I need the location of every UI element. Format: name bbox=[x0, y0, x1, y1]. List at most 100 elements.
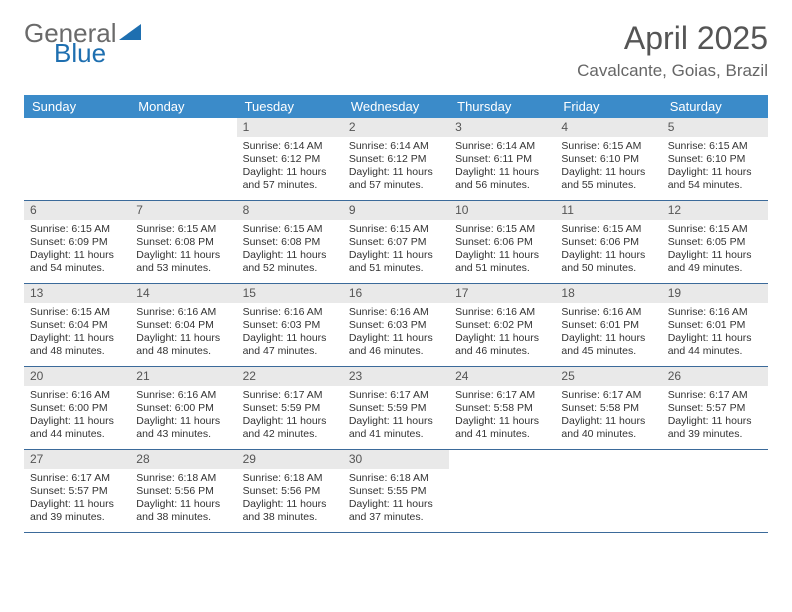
day-body: Sunrise: 6:16 AMSunset: 6:00 PMDaylight:… bbox=[130, 386, 236, 446]
daylight-line: Daylight: 11 hours and 53 minutes. bbox=[136, 249, 230, 275]
day-body: Sunrise: 6:18 AMSunset: 5:56 PMDaylight:… bbox=[130, 469, 236, 529]
sunset-line: Sunset: 6:00 PM bbox=[30, 402, 124, 415]
weekday-header: Wednesday bbox=[343, 95, 449, 118]
sunrise-line: Sunrise: 6:16 AM bbox=[136, 306, 230, 319]
sunset-line: Sunset: 5:58 PM bbox=[455, 402, 549, 415]
week-row: 20Sunrise: 6:16 AMSunset: 6:00 PMDayligh… bbox=[24, 367, 768, 450]
sunset-line: Sunset: 6:10 PM bbox=[668, 153, 762, 166]
week-row: 13Sunrise: 6:15 AMSunset: 6:04 PMDayligh… bbox=[24, 284, 768, 367]
daylight-line: Daylight: 11 hours and 41 minutes. bbox=[349, 415, 443, 441]
sunrise-line: Sunrise: 6:16 AM bbox=[455, 306, 549, 319]
weeks-container: 1Sunrise: 6:14 AMSunset: 6:12 PMDaylight… bbox=[24, 118, 768, 533]
sunrise-line: Sunrise: 6:15 AM bbox=[30, 306, 124, 319]
day-cell: 29Sunrise: 6:18 AMSunset: 5:56 PMDayligh… bbox=[237, 450, 343, 532]
week-row: 27Sunrise: 6:17 AMSunset: 5:57 PMDayligh… bbox=[24, 450, 768, 533]
day-body: Sunrise: 6:18 AMSunset: 5:55 PMDaylight:… bbox=[343, 469, 449, 529]
day-number: 7 bbox=[130, 201, 236, 220]
daylight-line: Daylight: 11 hours and 57 minutes. bbox=[243, 166, 337, 192]
day-cell: 9Sunrise: 6:15 AMSunset: 6:07 PMDaylight… bbox=[343, 201, 449, 283]
sunrise-line: Sunrise: 6:14 AM bbox=[455, 140, 549, 153]
day-body: Sunrise: 6:15 AMSunset: 6:10 PMDaylight:… bbox=[555, 137, 661, 197]
daylight-line: Daylight: 11 hours and 44 minutes. bbox=[668, 332, 762, 358]
sunset-line: Sunset: 6:08 PM bbox=[136, 236, 230, 249]
sunrise-line: Sunrise: 6:15 AM bbox=[30, 223, 124, 236]
daylight-line: Daylight: 11 hours and 41 minutes. bbox=[455, 415, 549, 441]
daylight-line: Daylight: 11 hours and 45 minutes. bbox=[561, 332, 655, 358]
sunset-line: Sunset: 5:58 PM bbox=[561, 402, 655, 415]
sunset-line: Sunset: 6:04 PM bbox=[136, 319, 230, 332]
daylight-line: Daylight: 11 hours and 42 minutes. bbox=[243, 415, 337, 441]
day-cell: 4Sunrise: 6:15 AMSunset: 6:10 PMDaylight… bbox=[555, 118, 661, 200]
logo-triangle-icon bbox=[117, 20, 143, 46]
daylight-line: Daylight: 11 hours and 51 minutes. bbox=[349, 249, 443, 275]
month-title: April 2025 bbox=[577, 20, 768, 57]
sunset-line: Sunset: 6:08 PM bbox=[243, 236, 337, 249]
day-number: 29 bbox=[237, 450, 343, 469]
day-cell: 26Sunrise: 6:17 AMSunset: 5:57 PMDayligh… bbox=[662, 367, 768, 449]
daylight-line: Daylight: 11 hours and 46 minutes. bbox=[455, 332, 549, 358]
sunrise-line: Sunrise: 6:16 AM bbox=[668, 306, 762, 319]
day-number: 27 bbox=[24, 450, 130, 469]
daylight-line: Daylight: 11 hours and 40 minutes. bbox=[561, 415, 655, 441]
day-cell: 14Sunrise: 6:16 AMSunset: 6:04 PMDayligh… bbox=[130, 284, 236, 366]
day-number: 13 bbox=[24, 284, 130, 303]
daylight-line: Daylight: 11 hours and 50 minutes. bbox=[561, 249, 655, 275]
sunrise-line: Sunrise: 6:15 AM bbox=[668, 140, 762, 153]
sunrise-line: Sunrise: 6:16 AM bbox=[30, 389, 124, 402]
day-body: Sunrise: 6:17 AMSunset: 5:58 PMDaylight:… bbox=[555, 386, 661, 446]
sunset-line: Sunset: 5:59 PM bbox=[349, 402, 443, 415]
day-cell: 30Sunrise: 6:18 AMSunset: 5:55 PMDayligh… bbox=[343, 450, 449, 532]
sunrise-line: Sunrise: 6:16 AM bbox=[349, 306, 443, 319]
day-number: 11 bbox=[555, 201, 661, 220]
day-number: 25 bbox=[555, 367, 661, 386]
day-cell: 8Sunrise: 6:15 AMSunset: 6:08 PMDaylight… bbox=[237, 201, 343, 283]
day-cell: 23Sunrise: 6:17 AMSunset: 5:59 PMDayligh… bbox=[343, 367, 449, 449]
sunset-line: Sunset: 6:02 PM bbox=[455, 319, 549, 332]
day-cell: 7Sunrise: 6:15 AMSunset: 6:08 PMDaylight… bbox=[130, 201, 236, 283]
day-cell: 12Sunrise: 6:15 AMSunset: 6:05 PMDayligh… bbox=[662, 201, 768, 283]
sunrise-line: Sunrise: 6:15 AM bbox=[349, 223, 443, 236]
daylight-line: Daylight: 11 hours and 47 minutes. bbox=[243, 332, 337, 358]
daylight-line: Daylight: 11 hours and 39 minutes. bbox=[30, 498, 124, 524]
day-number: 16 bbox=[343, 284, 449, 303]
daylight-line: Daylight: 11 hours and 39 minutes. bbox=[668, 415, 762, 441]
day-cell: 2Sunrise: 6:14 AMSunset: 6:12 PMDaylight… bbox=[343, 118, 449, 200]
sunset-line: Sunset: 6:07 PM bbox=[349, 236, 443, 249]
weekday-header: Tuesday bbox=[237, 95, 343, 118]
sunrise-line: Sunrise: 6:15 AM bbox=[668, 223, 762, 236]
day-body: Sunrise: 6:16 AMSunset: 6:01 PMDaylight:… bbox=[555, 303, 661, 363]
daylight-line: Daylight: 11 hours and 48 minutes. bbox=[30, 332, 124, 358]
week-row: 1Sunrise: 6:14 AMSunset: 6:12 PMDaylight… bbox=[24, 118, 768, 201]
day-number: 6 bbox=[24, 201, 130, 220]
sunrise-line: Sunrise: 6:14 AM bbox=[243, 140, 337, 153]
sunset-line: Sunset: 6:12 PM bbox=[349, 153, 443, 166]
sunset-line: Sunset: 6:03 PM bbox=[349, 319, 443, 332]
page: GeneralBlue April 2025 Cavalcante, Goias… bbox=[0, 0, 792, 553]
sunrise-line: Sunrise: 6:17 AM bbox=[243, 389, 337, 402]
calendar: SundayMondayTuesdayWednesdayThursdayFrid… bbox=[24, 95, 768, 533]
sunset-line: Sunset: 6:01 PM bbox=[561, 319, 655, 332]
day-cell bbox=[449, 450, 555, 532]
sunrise-line: Sunrise: 6:18 AM bbox=[136, 472, 230, 485]
weekday-header: Monday bbox=[130, 95, 236, 118]
day-body: Sunrise: 6:17 AMSunset: 5:57 PMDaylight:… bbox=[662, 386, 768, 446]
day-cell: 24Sunrise: 6:17 AMSunset: 5:58 PMDayligh… bbox=[449, 367, 555, 449]
day-cell bbox=[24, 118, 130, 200]
daylight-line: Daylight: 11 hours and 38 minutes. bbox=[243, 498, 337, 524]
day-body: Sunrise: 6:16 AMSunset: 6:03 PMDaylight:… bbox=[237, 303, 343, 363]
day-body: Sunrise: 6:15 AMSunset: 6:08 PMDaylight:… bbox=[237, 220, 343, 280]
daylight-line: Daylight: 11 hours and 48 minutes. bbox=[136, 332, 230, 358]
day-number: 24 bbox=[449, 367, 555, 386]
day-cell: 16Sunrise: 6:16 AMSunset: 6:03 PMDayligh… bbox=[343, 284, 449, 366]
daylight-line: Daylight: 11 hours and 37 minutes. bbox=[349, 498, 443, 524]
sunrise-line: Sunrise: 6:18 AM bbox=[243, 472, 337, 485]
weekday-header: Saturday bbox=[662, 95, 768, 118]
weekday-header: Thursday bbox=[449, 95, 555, 118]
logo: GeneralBlue bbox=[24, 20, 143, 66]
day-cell: 15Sunrise: 6:16 AMSunset: 6:03 PMDayligh… bbox=[237, 284, 343, 366]
daylight-line: Daylight: 11 hours and 56 minutes. bbox=[455, 166, 549, 192]
day-number: 12 bbox=[662, 201, 768, 220]
day-body: Sunrise: 6:14 AMSunset: 6:12 PMDaylight:… bbox=[343, 137, 449, 197]
daylight-line: Daylight: 11 hours and 52 minutes. bbox=[243, 249, 337, 275]
day-body: Sunrise: 6:14 AMSunset: 6:11 PMDaylight:… bbox=[449, 137, 555, 197]
